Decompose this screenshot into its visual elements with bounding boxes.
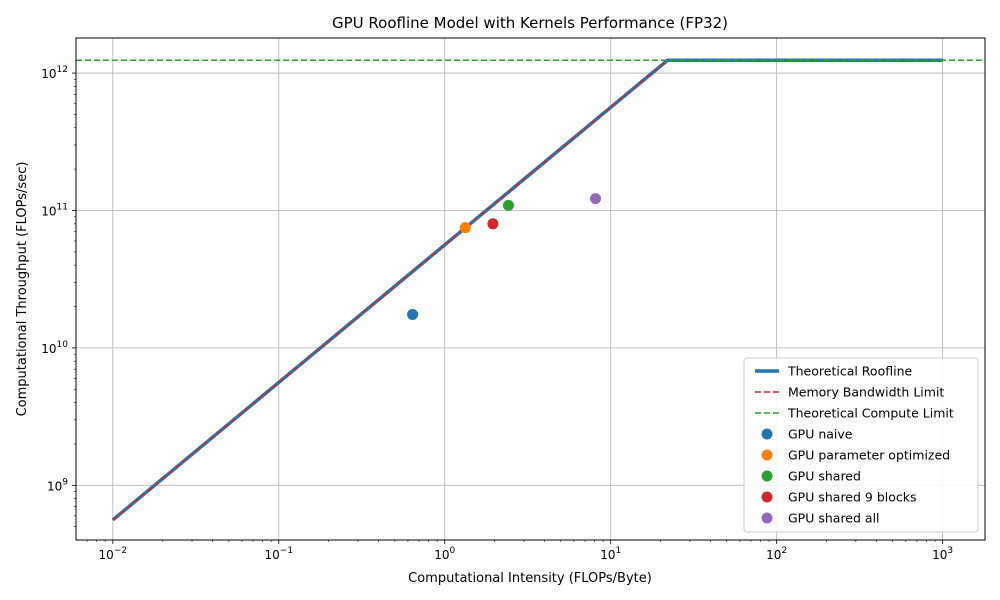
x-tick-label: 102 [766, 546, 787, 562]
data-point-gpu-shared-9-blocks [487, 218, 499, 230]
y-axis-ticks: 109 1010 1011 1012 [41, 65, 76, 527]
x-tick-label: 10−1 [265, 546, 294, 562]
x-tick-label: 100 [434, 546, 455, 562]
legend-swatch-gpu-parameter-optimized [761, 449, 773, 461]
data-point-gpu-naive [407, 309, 419, 321]
y-tick-label: 1011 [41, 202, 68, 218]
legend-label-gpu-shared: GPU shared [788, 469, 861, 484]
legend-label-memory-bandwidth-limit: Memory Bandwidth Limit [788, 385, 944, 400]
y-axis-label: Computational Throughput (FLOPs/sec) [15, 162, 30, 417]
legend-swatch-gpu-naive [761, 428, 773, 440]
data-point-gpu-shared [502, 199, 514, 211]
memory-bandwidth-limit-line [112, 59, 669, 521]
x-axis-label: Computational Intensity (FLOPs/Byte) [408, 571, 652, 586]
grid [76, 38, 985, 540]
x-tick-label: 10−2 [99, 546, 128, 562]
plot-lines [76, 58, 985, 522]
legend-swatch-gpu-shared-all [761, 512, 773, 524]
x-tick-label: 101 [600, 546, 621, 562]
x-tick-label: 103 [932, 546, 953, 562]
legend-label-gpu-shared-9-blocks: GPU shared 9 blocks [788, 490, 917, 505]
legend: Theoretical Roofline Memory Bandwidth Lim… [743, 357, 979, 533]
data-point-gpu-parameter-optimized [459, 222, 471, 234]
y-tick-label: 1012 [41, 65, 68, 81]
x-axis-ticks: 10−2 10−1 100 101 102 103 [86, 540, 953, 562]
legend-label-theoretical-roofline: Theoretical Roofline [787, 364, 912, 379]
y-tick-label: 1010 [41, 340, 68, 356]
y-tick-label: 109 [47, 477, 68, 493]
data-points [407, 193, 602, 321]
legend-label-gpu-shared-all: GPU shared all [788, 511, 880, 526]
legend-label-gpu-parameter-optimized: GPU parameter optimized [788, 448, 950, 463]
data-point-gpu-shared-all [590, 193, 602, 205]
legend-swatch-gpu-shared [761, 470, 773, 482]
chart-title: GPU Roofline Model with Kernels Performa… [332, 14, 728, 32]
legend-box [743, 357, 979, 533]
plot-frame [75, 37, 986, 541]
legend-swatch-gpu-shared-9-blocks [761, 491, 773, 503]
legend-label-theoretical-compute-limit: Theoretical Compute Limit [787, 406, 954, 421]
legend-label-gpu-naive: GPU naive [788, 427, 853, 442]
